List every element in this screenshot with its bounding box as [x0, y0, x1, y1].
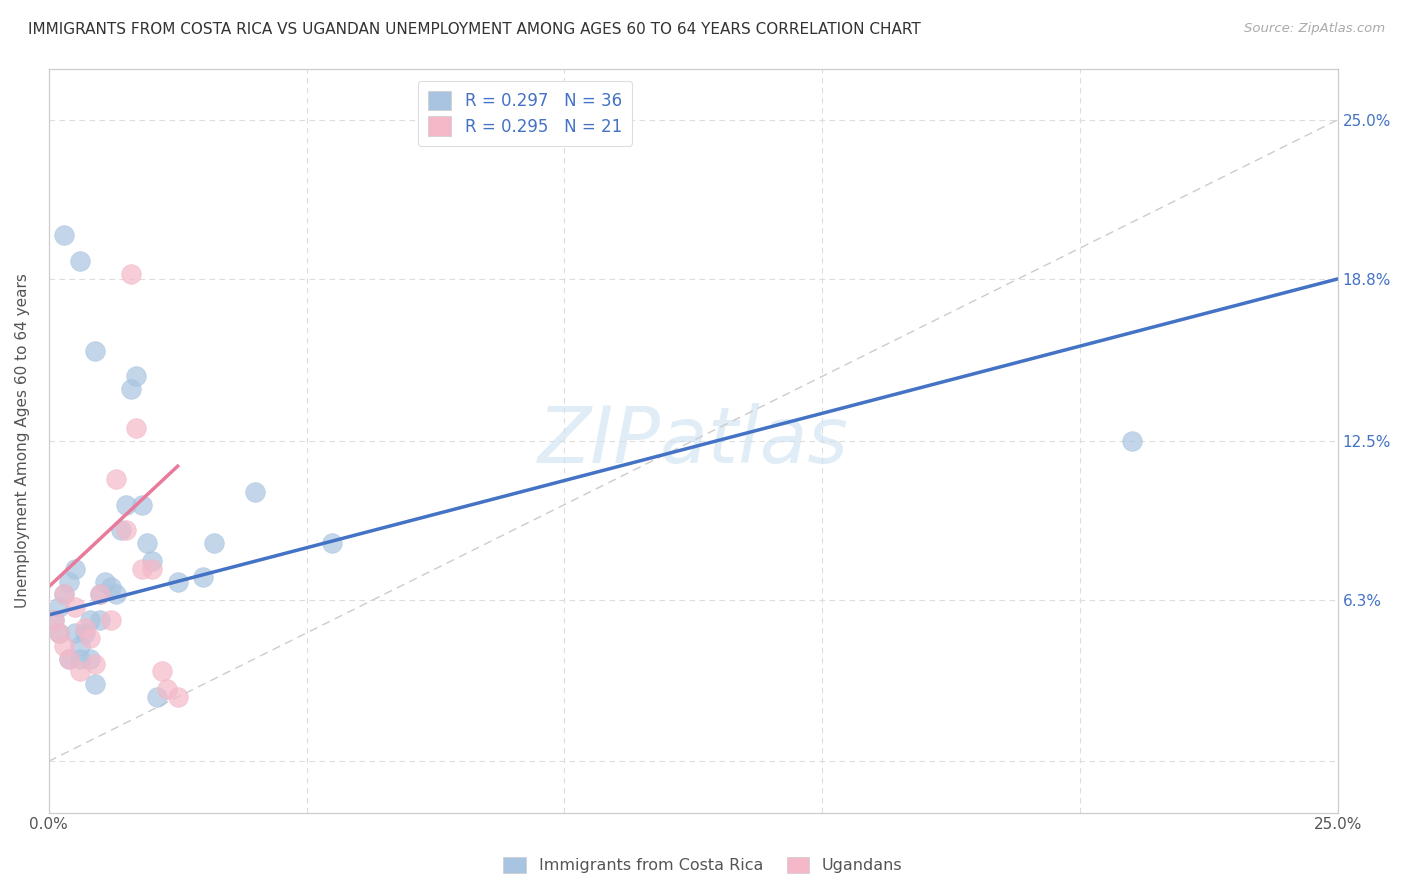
Point	[166, 574, 188, 589]
Point	[110, 524, 132, 538]
Point	[243, 484, 266, 499]
Point	[120, 382, 142, 396]
Point	[63, 562, 86, 576]
Point	[73, 621, 96, 635]
Point	[53, 639, 76, 653]
Legend: Immigrants from Costa Rica, Ugandans: Immigrants from Costa Rica, Ugandans	[496, 850, 910, 880]
Point	[42, 613, 65, 627]
Legend: R = 0.297   N = 36, R = 0.295   N = 21: R = 0.297 N = 36, R = 0.295 N = 21	[418, 80, 631, 145]
Point	[73, 626, 96, 640]
Point	[69, 639, 91, 653]
Point	[79, 651, 101, 665]
Point	[125, 369, 148, 384]
Point	[94, 574, 117, 589]
Point	[166, 690, 188, 704]
Point	[321, 536, 343, 550]
Point	[115, 524, 138, 538]
Point	[135, 536, 157, 550]
Point	[150, 665, 173, 679]
Point	[42, 613, 65, 627]
Point	[79, 613, 101, 627]
Point	[69, 665, 91, 679]
Point	[48, 626, 70, 640]
Point	[89, 587, 111, 601]
Point	[89, 613, 111, 627]
Text: IMMIGRANTS FROM COSTA RICA VS UGANDAN UNEMPLOYMENT AMONG AGES 60 TO 64 YEARS COR: IMMIGRANTS FROM COSTA RICA VS UGANDAN UN…	[28, 22, 921, 37]
Point	[84, 677, 107, 691]
Point	[141, 554, 163, 568]
Point	[48, 626, 70, 640]
Point	[141, 562, 163, 576]
Point	[79, 631, 101, 645]
Point	[115, 498, 138, 512]
Point	[53, 228, 76, 243]
Point	[58, 651, 80, 665]
Text: Source: ZipAtlas.com: Source: ZipAtlas.com	[1244, 22, 1385, 36]
Point	[104, 472, 127, 486]
Point	[84, 657, 107, 671]
Point	[48, 600, 70, 615]
Point	[202, 536, 225, 550]
Point	[69, 651, 91, 665]
Point	[156, 682, 179, 697]
Point	[63, 626, 86, 640]
Y-axis label: Unemployment Among Ages 60 to 64 years: Unemployment Among Ages 60 to 64 years	[15, 273, 30, 608]
Text: ZIPatlas: ZIPatlas	[538, 402, 849, 478]
Point	[193, 569, 215, 583]
Point	[63, 600, 86, 615]
Point	[120, 267, 142, 281]
Point	[100, 613, 122, 627]
Point	[1121, 434, 1143, 448]
Point	[69, 254, 91, 268]
Point	[125, 420, 148, 434]
Point	[100, 580, 122, 594]
Point	[53, 587, 76, 601]
Point	[104, 587, 127, 601]
Point	[58, 574, 80, 589]
Point	[53, 587, 76, 601]
Point	[131, 498, 153, 512]
Point	[146, 690, 169, 704]
Point	[89, 587, 111, 601]
Point	[84, 343, 107, 358]
Point	[58, 651, 80, 665]
Point	[131, 562, 153, 576]
